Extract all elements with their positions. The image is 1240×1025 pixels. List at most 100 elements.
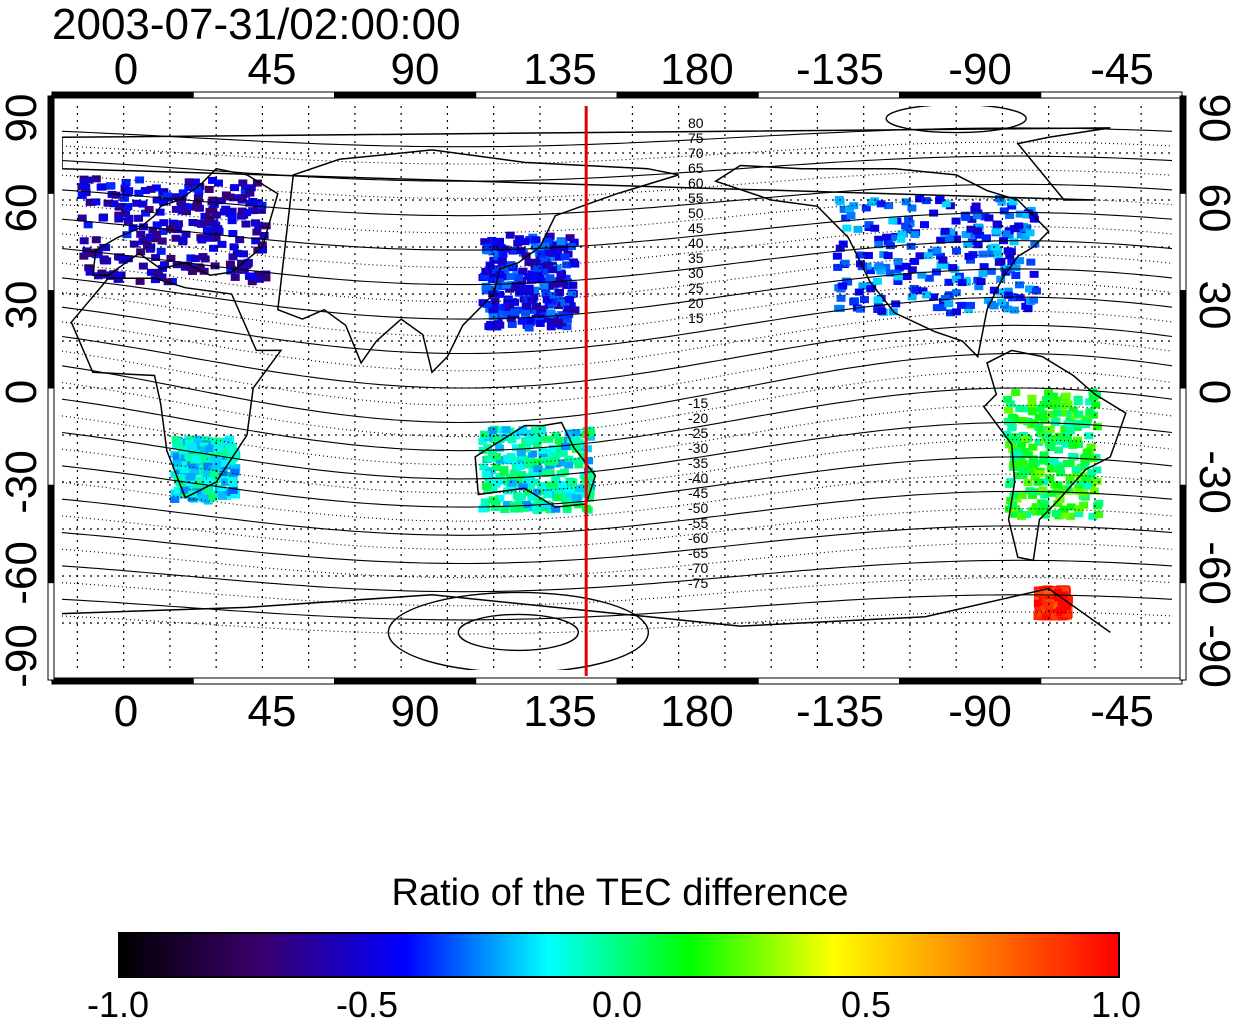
tec-cell-australia: [561, 496, 571, 504]
tec-cell-south-africa: [217, 492, 227, 500]
tec-cell-europe: [226, 267, 236, 275]
tec-cell-east-asia: [510, 298, 520, 306]
tec-cell-south-america: [1006, 400, 1016, 408]
tec-cell-south-america: [1048, 402, 1058, 410]
contour-label: 80: [688, 115, 704, 131]
tec-cell-north-america: [1008, 198, 1018, 206]
tec-cell-south-america: [1022, 511, 1032, 519]
tec-cell-east-asia: [544, 282, 554, 290]
tec-cell-north-america: [923, 252, 933, 260]
tec-cell-north-america: [948, 264, 958, 272]
tec-cell-south-africa: [208, 494, 218, 502]
colorbar-title: Ratio of the TEC difference: [391, 872, 849, 914]
tec-cell-europe: [248, 197, 258, 205]
tec-cell-east-asia: [482, 247, 492, 255]
tec-cell-east-asia: [561, 281, 571, 289]
tec-cell-south-africa: [226, 457, 236, 465]
tec-cell-europe: [247, 278, 257, 286]
tec-cell-australia: [491, 500, 501, 508]
tec-cell-north-america: [915, 252, 925, 260]
tec-cell-south-america: [1065, 474, 1075, 482]
tec-cell-south-america: [1092, 423, 1102, 431]
tec-cell-europe: [150, 276, 160, 284]
tec-cell-north-america: [990, 243, 1000, 251]
tec-cell-south-america: [1094, 511, 1104, 519]
tec-cell-south-america: [1028, 459, 1038, 467]
tec-cell-australia: [551, 505, 561, 513]
tec-cell-north-america: [964, 252, 974, 260]
tec-cell-europe: [158, 227, 168, 235]
tec-cell-north-america: [874, 262, 884, 270]
contour-label: 75: [688, 130, 704, 146]
tec-cell-europe: [122, 231, 132, 239]
tec-cell-north-america: [835, 304, 845, 312]
tec-cell-australia: [554, 436, 564, 444]
tec-cell-australia: [573, 457, 583, 465]
tec-cell-europe: [84, 264, 94, 272]
contour-label: -50: [688, 500, 708, 516]
tec-cell-north-america: [864, 221, 874, 229]
tec-cell-north-america: [1015, 257, 1025, 265]
tec-cell-europe: [114, 211, 124, 219]
tec-cell-europe: [151, 254, 161, 262]
contour-label: -55: [688, 515, 708, 531]
tec-cell-europe: [113, 275, 123, 283]
tec-cell-north-america: [883, 252, 893, 260]
tec-cell-europe: [183, 261, 193, 269]
tec-cell-north-america: [997, 198, 1007, 206]
tec-cell-australia: [566, 492, 576, 500]
tec-cell-north-america: [1030, 240, 1040, 248]
tec-cell-north-america: [885, 269, 895, 277]
tec-cell-australia: [492, 436, 502, 444]
tec-cell-australia: [565, 477, 575, 485]
tec-cell-europe: [79, 179, 89, 187]
tec-cell-europe: [172, 226, 182, 234]
tec-cell-south-america: [1079, 501, 1089, 509]
tec-cell-east-asia: [547, 262, 557, 270]
tec-cell-south-america: [1047, 489, 1057, 497]
tec-cell-australia: [495, 495, 505, 503]
tec-cell-south-africa: [221, 489, 231, 497]
tec-cell-australia: [584, 485, 594, 493]
tec-cell-south-america: [1071, 465, 1081, 473]
tec-cell-south-america: [1082, 448, 1092, 456]
tec-cell-south-america: [1023, 479, 1033, 487]
tec-cell-north-america: [946, 228, 956, 236]
tec-cell-east-asia: [565, 234, 575, 242]
tec-cell-australia: [572, 494, 582, 502]
tec-cell-east-asia: [560, 253, 570, 261]
tec-cell-europe: [188, 219, 198, 227]
colorbar: [118, 932, 1120, 978]
tec-cell-north-america: [877, 307, 887, 315]
tec-cell-north-america: [951, 308, 961, 316]
contour-label: -60: [688, 530, 708, 546]
tec-cell-east-asia: [505, 303, 515, 311]
tec-cell-east-asia: [490, 297, 500, 305]
tec-cell-australia: [499, 468, 509, 476]
tec-cell-north-america: [941, 200, 951, 208]
tec-cell-europe: [217, 240, 227, 248]
tec-cell-south-america: [1074, 505, 1084, 513]
tec-cell-south-africa: [193, 463, 203, 471]
tec-cell-australia: [487, 427, 497, 435]
tec-cell-south-africa: [229, 483, 239, 491]
tec-cell-north-america: [921, 291, 931, 299]
tec-cell-east-asia: [515, 288, 525, 296]
colorbar-tick-label: 0.0: [591, 984, 643, 1025]
tec-cell-europe: [209, 219, 219, 227]
tec-cell-europe: [116, 271, 126, 279]
tec-cell-europe: [114, 203, 124, 211]
tec-cell-south-america: [1068, 439, 1078, 447]
tec-cell-south-america: [1053, 499, 1063, 507]
tec-cell-south-america: [1088, 411, 1098, 419]
tec-cell-north-america: [1005, 266, 1015, 274]
longitude-tick-label: 45: [247, 687, 297, 736]
tec-cell-south-america: [1073, 398, 1083, 406]
tec-cell-south-africa: [230, 468, 240, 476]
tec-cell-north-america: [1001, 230, 1011, 238]
latitude-tick-label: 0: [0, 379, 46, 405]
tec-cell-south-america: [1083, 482, 1093, 490]
tec-cell-south-america: [1040, 503, 1050, 511]
tec-cell-south-africa: [195, 477, 205, 485]
tec-cell-north-america: [855, 251, 865, 259]
